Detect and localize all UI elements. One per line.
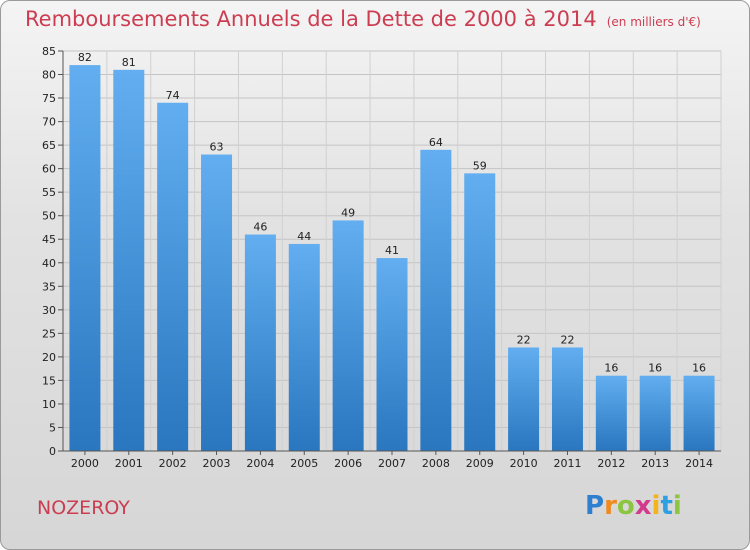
bar-value-label: 81	[122, 56, 136, 69]
logo-letter: P	[585, 491, 605, 521]
y-tick-label: 60	[42, 163, 56, 176]
x-tick-label: 2008	[422, 457, 450, 470]
x-tick-label: 2009	[466, 457, 494, 470]
bar-value-label: 63	[210, 141, 224, 154]
bar	[376, 258, 408, 451]
bar	[639, 375, 671, 451]
bar	[595, 375, 627, 451]
y-tick-label: 70	[42, 116, 56, 129]
bar	[332, 220, 364, 451]
x-tick-label: 2006	[334, 457, 362, 470]
title-row: Remboursements Annuels de la Dette de 20…	[25, 7, 701, 31]
x-tick-label: 2010	[510, 457, 538, 470]
y-tick-label: 85	[42, 45, 56, 58]
bar-value-label: 46	[253, 221, 267, 234]
bar-value-label: 16	[648, 362, 662, 375]
logo-letter: o	[616, 491, 635, 521]
y-tick-label: 15	[42, 374, 56, 387]
x-tick-label: 2014	[685, 457, 713, 470]
x-tick-label: 2001	[115, 457, 143, 470]
bar	[69, 65, 101, 451]
logo-letter: x	[634, 491, 652, 521]
x-tick-label: 2011	[553, 457, 581, 470]
logo-letter: i	[651, 491, 661, 521]
bar	[420, 149, 452, 451]
y-tick-label: 35	[42, 280, 56, 293]
bar-value-label: 64	[429, 136, 443, 149]
bar-value-label: 82	[78, 51, 92, 64]
town-name: NOZEROY	[37, 497, 130, 519]
y-tick-label: 65	[42, 139, 56, 152]
bar-value-label: 74	[166, 89, 180, 102]
y-tick-label: 80	[42, 69, 56, 82]
y-tick-label: 40	[42, 257, 56, 270]
bar-value-label: 44	[297, 230, 311, 243]
x-tick-label: 2013	[641, 457, 669, 470]
bar-value-label: 22	[560, 333, 574, 346]
bar	[288, 243, 320, 451]
chart-unit: (en milliers d'€)	[606, 15, 701, 29]
y-tick-label: 55	[42, 186, 56, 199]
x-tick-label: 2007	[378, 457, 406, 470]
bar-value-label: 49	[341, 206, 355, 219]
bar	[464, 173, 496, 451]
bar	[683, 375, 715, 451]
proxiti-logo: Proxiti	[585, 491, 682, 521]
x-tick-label: 2012	[597, 457, 625, 470]
y-tick-label: 45	[42, 233, 56, 246]
bar-value-label: 59	[473, 159, 487, 172]
bar	[508, 347, 540, 451]
x-tick-label: 2004	[246, 457, 274, 470]
y-tick-label: 30	[42, 304, 56, 317]
x-tick-label: 2003	[203, 457, 231, 470]
bar	[113, 69, 145, 451]
logo-letter: t	[660, 491, 673, 521]
bar	[201, 154, 233, 451]
bar-value-label: 16	[692, 362, 706, 375]
y-tick-label: 10	[42, 398, 56, 411]
y-tick-label: 5	[49, 421, 56, 434]
logo-letter: i	[672, 491, 682, 521]
y-tick-label: 75	[42, 92, 56, 105]
y-tick-label: 0	[49, 445, 56, 458]
x-tick-label: 2005	[290, 457, 318, 470]
bar	[157, 102, 189, 451]
bar-value-label: 22	[517, 333, 531, 346]
bar	[244, 234, 276, 451]
y-tick-label: 20	[42, 351, 56, 364]
bar	[551, 347, 583, 451]
chart-title: Remboursements Annuels de la Dette de 20…	[25, 7, 597, 31]
bar-value-label: 41	[385, 244, 399, 257]
y-tick-label: 50	[42, 210, 56, 223]
y-tick-label: 25	[42, 327, 56, 340]
x-tick-label: 2002	[159, 457, 187, 470]
x-tick-label: 2000	[71, 457, 99, 470]
logo-letter: r	[604, 491, 617, 521]
bar-value-label: 16	[604, 362, 618, 375]
